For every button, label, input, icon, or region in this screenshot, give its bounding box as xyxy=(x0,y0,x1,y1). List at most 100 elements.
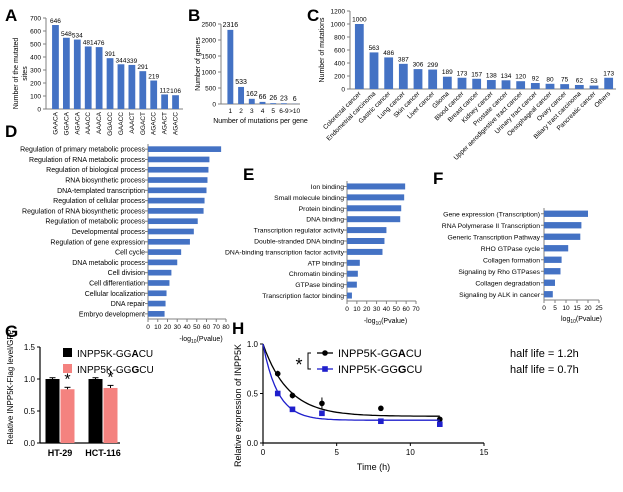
a-y-tick-label: 0 xyxy=(37,107,41,114)
g-legend-swatch xyxy=(63,364,72,373)
panel-a-chart: 0 100 200 300 400 500 600 700 646 GAACA 548 GGACA 53… xyxy=(13,16,183,136)
b-x-tick-label: 3 xyxy=(250,108,254,115)
a-y-tick-label: 600 xyxy=(30,29,41,36)
e-bar xyxy=(347,281,357,288)
h-point xyxy=(319,410,325,417)
e-bar xyxy=(347,238,385,244)
d-bar xyxy=(148,156,210,163)
c-bar xyxy=(457,77,467,89)
g-bar xyxy=(103,387,118,443)
a-x-tick-label: GGACA xyxy=(63,111,70,135)
b-y-tick-label: 500 xyxy=(205,86,216,93)
c-y-tick-label: 800 xyxy=(334,35,345,42)
panel-label-c: C xyxy=(307,6,319,25)
h-point xyxy=(274,390,281,397)
d-bar xyxy=(148,197,205,204)
h-point xyxy=(437,421,443,427)
c-bar-label: 189 xyxy=(442,69,453,76)
b-bar xyxy=(280,103,287,104)
d-y-tick-label: Cell division xyxy=(108,270,145,277)
g-bar xyxy=(88,379,103,443)
a-bar xyxy=(128,64,136,109)
h-y-tick-label: 0.5 xyxy=(247,390,259,399)
f-bar xyxy=(544,222,582,229)
c-y-axis-title: Number of mutations xyxy=(319,17,326,82)
c-bar xyxy=(398,63,408,89)
a-bar-label: 391 xyxy=(105,51,116,58)
d-x-tick-label: 80 xyxy=(222,324,230,331)
d-x-tick-label: 50 xyxy=(193,324,201,331)
a-bar xyxy=(172,95,179,109)
b-bar-label: 162 xyxy=(246,91,258,98)
d-bar xyxy=(148,228,194,235)
b-bar-label: 6 xyxy=(293,96,297,103)
c-bar-label: 92 xyxy=(532,76,540,83)
g-y-tick-label: 0.5 xyxy=(24,407,36,416)
a-y-tick-label: 100 xyxy=(30,94,41,101)
d-bar xyxy=(148,218,198,225)
c-bar xyxy=(369,52,379,89)
a-bar xyxy=(161,94,169,109)
c-bar-label: 138 xyxy=(486,73,497,80)
e-y-tick-label: GTPase binding xyxy=(295,282,344,289)
f-y-tick-label: RNA Polymerase II Transcription xyxy=(442,223,540,230)
b-y-axis-title: Number of genes xyxy=(195,37,202,91)
b-x-axis-title: Number of mutations per gene xyxy=(213,118,308,125)
e-bar xyxy=(347,227,387,234)
h-legend-marker xyxy=(322,350,328,356)
a-y-tick-label: 200 xyxy=(30,81,41,88)
f-bar xyxy=(544,279,555,286)
h-point xyxy=(319,400,325,407)
d-bar xyxy=(148,311,165,317)
b-bar-label: 533 xyxy=(235,79,247,86)
c-y-tick-label: 200 xyxy=(334,74,345,81)
c-bar-label: 120 xyxy=(515,74,526,81)
panel-f-chart: 0 5 10 15 20 25 Gene expression (Transcription… xyxy=(442,208,603,325)
b-x-tick-label: 2 xyxy=(239,108,243,115)
e-x-tick-label: 70 xyxy=(412,306,420,313)
a-x-tick-label: AAACT xyxy=(129,112,136,134)
c-bar xyxy=(574,84,584,89)
c-bar-label: 173 xyxy=(603,70,614,77)
f-y-tick-label: Signaling by Rho GTPases xyxy=(458,269,540,276)
f-x-tick-label: 0 xyxy=(542,305,546,312)
d-x-tick-label: 40 xyxy=(183,324,191,331)
a-bar-label: 548 xyxy=(61,31,72,38)
e-bar xyxy=(347,270,358,277)
a-bar xyxy=(95,47,103,109)
g-legend-label: INPP5K-GGGCU xyxy=(77,365,154,376)
d-y-tick-label: Regulation of cellular process xyxy=(53,198,145,205)
b-y-tick-label: 1500 xyxy=(202,54,217,61)
c-y-tick-label: 400 xyxy=(334,61,345,68)
c-y-tick-label: 1200 xyxy=(331,9,346,16)
d-y-tick-label: DNA repair xyxy=(111,301,146,308)
f-x-tick-label: 15 xyxy=(573,305,581,312)
d-x-tick-label: 70 xyxy=(213,324,221,331)
e-x-tick-label: 50 xyxy=(393,306,401,313)
b-y-tick-label: 2000 xyxy=(202,38,217,45)
h-x-tick-label: 15 xyxy=(480,448,489,457)
d-bar xyxy=(148,208,204,214)
c-bar xyxy=(545,83,555,89)
b-bar-label: 66 xyxy=(259,94,267,101)
h-point xyxy=(289,406,296,413)
a-x-tick-label: GAACA xyxy=(52,111,59,134)
c-bar-label: 1000 xyxy=(352,17,367,24)
h-y-tick-label: 0.0 xyxy=(247,439,259,448)
b-x-tick-label: 5 xyxy=(271,108,275,115)
c-bar-label: 53 xyxy=(590,78,598,85)
d-y-tick-label: Regulation of primary metabolic process xyxy=(20,147,145,154)
e-bar xyxy=(347,248,383,255)
c-bar-label: 75 xyxy=(561,77,569,84)
g-significance-star: * xyxy=(64,371,70,388)
f-bar xyxy=(544,256,562,263)
d-y-tick-label: Regulation of metabolic process xyxy=(45,219,145,226)
f-x-tick-label: 5 xyxy=(553,305,557,312)
a-bar xyxy=(106,58,114,109)
e-x-tick-label: 10 xyxy=(353,306,361,313)
b-x-tick-label: 6-9 xyxy=(279,108,289,115)
e-x-tick-label: 0 xyxy=(345,306,349,313)
e-bar xyxy=(347,183,406,190)
h-x-tick-label: 5 xyxy=(334,448,339,457)
